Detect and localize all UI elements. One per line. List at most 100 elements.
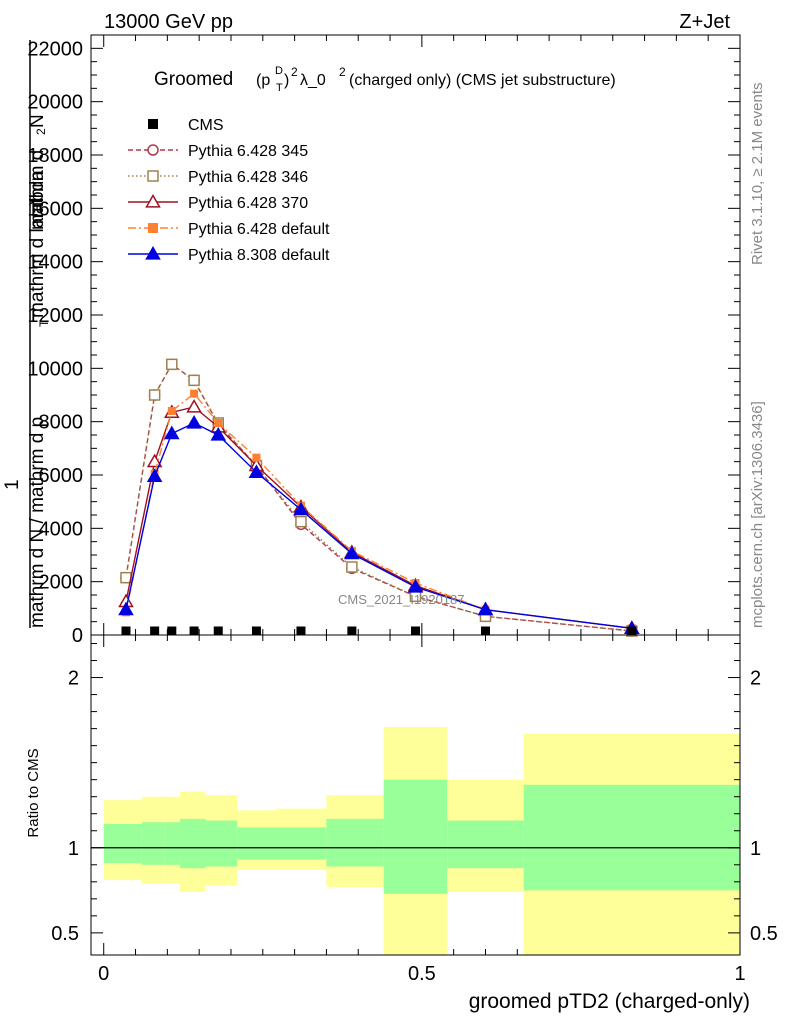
y-label-one: 1 [2,479,23,490]
rivet-label: Rivet 3.1.10, ≥ 2.1M events [749,83,766,266]
data-point [145,193,161,208]
ratio-y-tick-label-left: 1 [68,838,79,860]
data-point [166,358,178,371]
ratio-inner-band [383,779,448,894]
main-y-tick-label: 18000 [27,145,83,167]
y-label-numerator-sup: 2 [34,128,48,135]
ratio-inner-band [275,827,327,860]
plot-title: Groomed (p D T ) 2 λ_0 2 (charged only) … [154,65,616,94]
plot-title-p: (p [256,72,270,89]
y-label-denominator-rest: mathrm d lambda [27,170,48,318]
data-point [147,144,159,156]
series-line-p346 [125,363,632,632]
ratio-y-tick-label-right: 1 [750,838,761,860]
data-point [164,425,180,440]
plot-title-t: T [276,82,283,94]
y-label-denominator: mathrm d N / mathrm d p [27,417,48,628]
legend-label: Pythia 8.308 default [188,247,330,264]
main-y-tick-label: 22000 [27,38,83,60]
data-point [627,626,637,636]
main-y-tick-label: 10000 [27,358,83,380]
data-point [477,601,494,616]
legend-label: Pythia 6.428 346 [188,169,308,186]
ratio-inner-band [326,818,384,867]
plot-title-main: Groomed [154,69,233,90]
y-label-numerator: mathrm d [27,150,48,230]
ratio-y-tick-label-left: 2 [68,668,79,690]
legend-item-p8def: Pythia 8.308 default [128,245,330,264]
ratio-plot-frame [90,634,741,956]
main-y-tick-label: 4000 [39,518,84,540]
mcplots-label: mcplots.cern.ch [arXiv:1306.3436] [749,401,766,628]
legend-item-p370: Pythia 6.428 370 [128,193,308,212]
data-point [147,170,159,182]
data-point [188,374,200,387]
main-y-tick-label: 6000 [39,465,84,487]
series-cms [121,626,637,636]
data-point [118,601,134,616]
ratio-inner-band [164,822,181,865]
series-line-p345 [125,363,632,632]
plot-title-lambda: λ_0 [300,72,326,89]
data-point [148,389,161,401]
legend-item-p6def: Pythia 6.428 default [128,221,330,238]
legend-label: Pythia 6.428 370 [188,195,308,212]
main-series [118,358,640,637]
watermark: CMS_2021_I1920187 [338,592,465,607]
data-point [295,515,307,528]
ratio-inner-band [103,823,142,864]
data-point [148,223,158,233]
data-point [145,245,161,260]
data-point [411,626,420,636]
ratio-y-axis-label: Ratio to CMS [25,748,42,837]
y-label-numerator-rest: N [27,114,48,128]
legend-label: CMS [188,117,224,134]
plot-title-d: D [275,65,283,77]
data-point [346,561,358,573]
legend: CMS Pythia 6.428 345 Pythia 6.428 346 Pythi… [128,117,330,264]
data-point [210,426,227,441]
plot-title-close: ) [284,72,289,89]
data-point [344,545,360,560]
data-point [347,626,357,636]
main-y-tick-label: 14000 [27,252,83,274]
ratio-inner-band [523,784,740,891]
ratio-plot: 0.5 0.51 12 20 0.5 1 [51,634,778,985]
main-y-tick-label: 2000 [39,572,84,594]
ratio-y-tick-label-right: 0.5 [750,923,778,945]
ratio-inner-band [180,818,206,869]
data-point [186,414,202,429]
data-point [150,626,160,636]
data-point [190,389,199,398]
main-y-tick-label: 0 [72,625,83,647]
main-y-tick-label: 20000 [27,92,83,114]
data-point [186,398,202,413]
data-point [167,407,176,415]
legend-item-cms: CMS [148,117,224,134]
legend-label: Pythia 6.428 345 [188,143,308,160]
main-y-axis-label: 1 mathrm d 2 N mathrm d N / mathrm d p T… [2,40,51,628]
data-point [251,626,261,636]
data-point [480,626,490,636]
plot-title-sq1: 2 [291,65,298,79]
data-point [167,626,177,636]
ratio-y-tick-label-left: 0.5 [51,923,79,945]
ratio-y-tick-label-right: 2 [750,668,761,690]
data-point [252,453,261,462]
data-point [214,419,223,427]
data-point [293,501,309,516]
y-label-denominator-sub: T [37,319,51,327]
plot-title-sq2: 2 [339,65,346,79]
x-axis-label: groomed pTD2 (charged-only) [469,990,750,1013]
x-tick-label: 0 [98,963,109,985]
main-y-tick-label: 16000 [27,198,83,220]
x-tick-label: 0.5 [408,963,436,985]
ratio-bands [91,726,740,955]
header-left: 13000 GeV pp [104,11,233,33]
main-y-tick-label: 8000 [39,412,84,434]
ratio-ticks: 0.5 0.51 12 20 0.5 1 [51,643,778,985]
legend-item-p345: Pythia 6.428 345 [128,143,308,160]
x-tick-label: 1 [734,963,745,985]
data-point [407,578,424,593]
header-right: Z+Jet [679,11,730,33]
